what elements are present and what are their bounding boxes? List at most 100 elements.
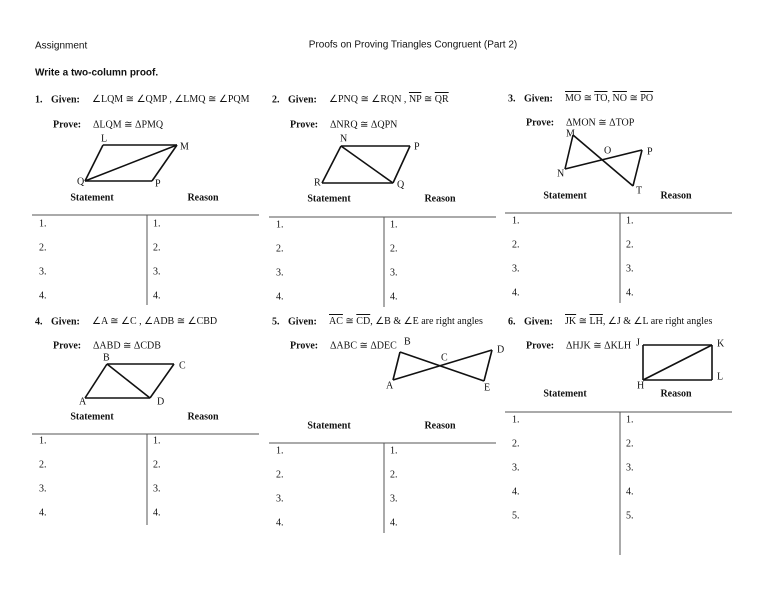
vertex-label: B bbox=[103, 352, 110, 363]
statement-number: 2. bbox=[39, 459, 47, 470]
reason-number: 4. bbox=[626, 486, 634, 497]
prove-text: ΔNRQ ≅ ΔQPN bbox=[330, 119, 397, 130]
figure-edge bbox=[564, 149, 643, 170]
vertex-label: A bbox=[79, 396, 87, 407]
given-part: MO bbox=[565, 93, 581, 104]
prove-label: Prove: bbox=[290, 340, 318, 351]
problem-number: 4. bbox=[35, 316, 43, 327]
given-part: NO bbox=[612, 93, 626, 104]
given-part: ≅ bbox=[343, 316, 356, 327]
prove-text: ΔHJK ≅ ΔKLH bbox=[566, 340, 631, 351]
given-part: QR bbox=[435, 94, 449, 105]
prove-label: Prove: bbox=[526, 340, 554, 351]
vertex-label: M bbox=[566, 128, 575, 139]
vertex-label: C bbox=[441, 352, 448, 363]
prove-text: ΔABD ≅ ΔCDB bbox=[93, 340, 161, 351]
given-text: ∠A ≅ ∠C , ∠ADB ≅ ∠CBD bbox=[92, 316, 217, 327]
reason-header: Reason bbox=[424, 420, 456, 431]
reason-header: Reason bbox=[660, 388, 692, 399]
vertex-label: T bbox=[636, 185, 642, 196]
given-part: ≅ bbox=[576, 316, 589, 327]
vertex-label: N bbox=[340, 133, 347, 144]
figure-edge bbox=[151, 144, 178, 182]
statement-header: Statement bbox=[543, 388, 587, 399]
statement-number: 1. bbox=[276, 445, 284, 456]
given-part: ≅ bbox=[581, 93, 594, 104]
reason-number: 2. bbox=[626, 438, 634, 449]
statement-header: Statement bbox=[307, 420, 351, 431]
statement-number: 3. bbox=[512, 263, 520, 274]
figure-edge bbox=[564, 134, 574, 170]
figure-edge bbox=[340, 145, 394, 184]
reason-number: 4. bbox=[153, 290, 161, 301]
figure-edge bbox=[84, 144, 104, 182]
given-part: CD bbox=[356, 316, 370, 327]
given-part: NP bbox=[409, 94, 422, 105]
reason-number: 4. bbox=[390, 291, 398, 302]
statement-number: 2. bbox=[276, 469, 284, 480]
statement-number: 1. bbox=[512, 215, 520, 226]
statement-number: 1. bbox=[276, 219, 284, 230]
reason-number: 3. bbox=[626, 263, 634, 274]
statement-number: 2. bbox=[39, 242, 47, 253]
figure-edge bbox=[392, 145, 411, 184]
reason-header: Reason bbox=[660, 190, 692, 201]
reason-number: 3. bbox=[153, 483, 161, 494]
figure-edge bbox=[642, 344, 713, 381]
assignment-label: Assignment bbox=[35, 41, 87, 52]
figure-edge bbox=[392, 351, 401, 381]
statement-header: Statement bbox=[307, 193, 351, 204]
figure-edge bbox=[399, 351, 485, 382]
reason-number: 3. bbox=[390, 493, 398, 504]
instruction: Write a two-column proof. bbox=[35, 68, 158, 79]
given-part: JK bbox=[565, 316, 577, 327]
statement-number: 4. bbox=[276, 291, 284, 302]
reason-number: 2. bbox=[390, 469, 398, 480]
vertex-label: B bbox=[404, 336, 411, 347]
given-label: Given: bbox=[524, 93, 553, 104]
given-part: ∠A ≅ ∠C , ∠ADB ≅ ∠CBD bbox=[92, 316, 217, 327]
problem-number: 2. bbox=[272, 94, 280, 105]
given-text: ∠PNQ ≅ ∠RQN , NP ≅ QR bbox=[329, 94, 449, 105]
vertex-label: R bbox=[314, 177, 321, 188]
vertex-label: P bbox=[647, 146, 653, 157]
statement-number: 3. bbox=[39, 266, 47, 277]
prove-text: ΔLQM ≅ ΔPMQ bbox=[93, 119, 164, 130]
reason-number: 2. bbox=[153, 459, 161, 470]
reason-number: 3. bbox=[153, 266, 161, 277]
vertex-label: M bbox=[180, 141, 189, 152]
given-part: TO bbox=[594, 93, 607, 104]
vertex-label: H bbox=[637, 380, 644, 391]
vertex-label: K bbox=[717, 338, 725, 349]
statement-number: 4. bbox=[39, 290, 47, 301]
given-text: ∠LQM ≅ ∠QMP , ∠LMQ ≅ ∠PQM bbox=[92, 94, 250, 105]
reason-number: 1. bbox=[153, 435, 161, 446]
prove-label: Prove: bbox=[53, 340, 81, 351]
reason-header: Reason bbox=[187, 192, 219, 203]
reason-number: 3. bbox=[626, 462, 634, 473]
statement-number: 3. bbox=[276, 267, 284, 278]
statement-header: Statement bbox=[543, 190, 587, 201]
vertex-label: D bbox=[497, 344, 504, 355]
given-text: AC ≅ CD, ∠B & ∠E are right angles bbox=[329, 316, 483, 327]
statement-number: 4. bbox=[512, 287, 520, 298]
vertex-label: A bbox=[386, 380, 394, 391]
reason-number: 2. bbox=[390, 243, 398, 254]
given-text: JK ≅ LH, ∠J & ∠L are right angles bbox=[565, 316, 712, 327]
statement-number: 2. bbox=[276, 243, 284, 254]
given-text: MO ≅ TO, NO ≅ PO bbox=[565, 93, 653, 104]
prove-label: Prove: bbox=[290, 119, 318, 130]
statement-number: 4. bbox=[39, 507, 47, 518]
given-part: AC bbox=[329, 316, 343, 327]
given-label: Given: bbox=[51, 316, 80, 327]
statement-number: 4. bbox=[276, 517, 284, 528]
reason-number: 2. bbox=[153, 242, 161, 253]
given-part: , ∠B & ∠E are right angles bbox=[370, 316, 483, 327]
statement-header: Statement bbox=[70, 192, 114, 203]
prove-label: Prove: bbox=[526, 117, 554, 128]
given-part: ∠PNQ ≅ ∠RQN , bbox=[329, 94, 409, 105]
vertex-label: P bbox=[155, 178, 161, 189]
figure-edge bbox=[483, 349, 493, 382]
reason-number: 3. bbox=[390, 267, 398, 278]
